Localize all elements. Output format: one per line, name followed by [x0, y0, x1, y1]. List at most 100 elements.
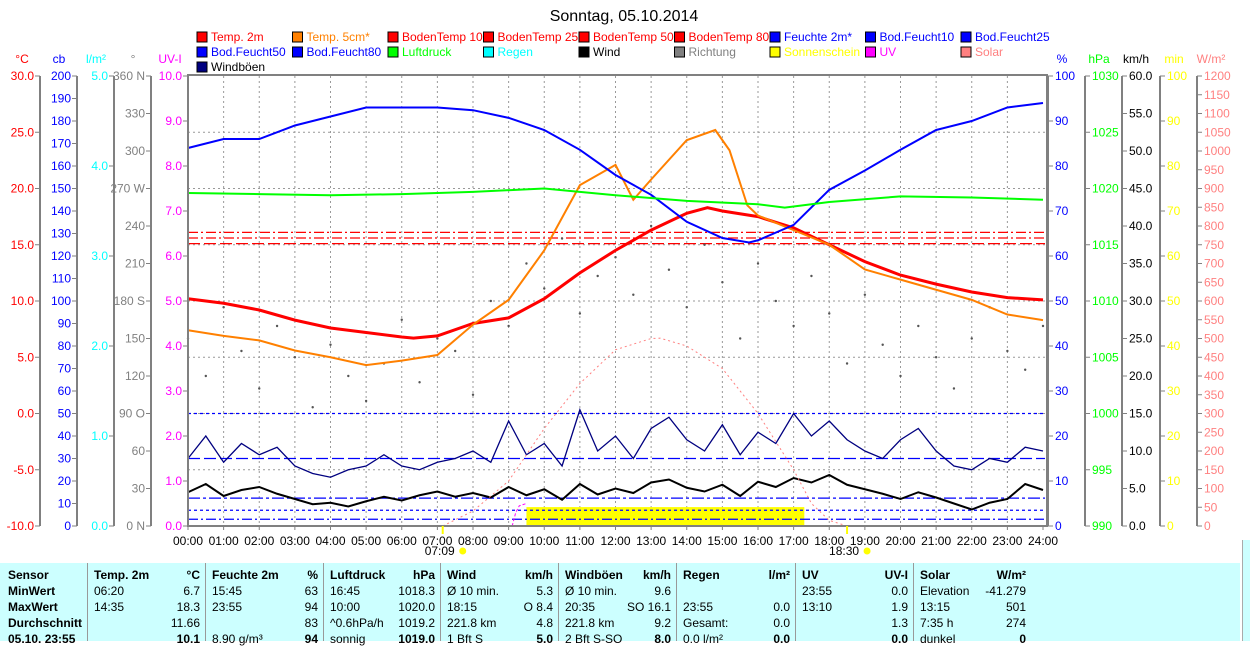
legend-item: Temp. 5cm*	[292, 30, 370, 44]
series-windboeen	[187, 407, 1044, 478]
table-cell-label: 1 Bft S	[447, 632, 484, 646]
legend-item: BodenTemp 10	[387, 30, 483, 44]
table-cell-value: hPa	[412, 568, 435, 582]
table-cell-value: km/h	[642, 568, 671, 582]
axis-tick-label: 60	[58, 384, 72, 398]
table-cell-value: 1018.3	[398, 584, 435, 598]
axis-tick-label: 70	[1055, 204, 1069, 218]
legend-item: Bod.Feucht10	[865, 30, 955, 44]
direction-dot	[436, 337, 439, 340]
table-cell-value: UV-I	[884, 568, 908, 582]
axis-tick-label: 0.0	[91, 519, 108, 533]
x-tick-label: 08:00	[458, 534, 488, 548]
legend: Temp. 2m Temp. 5cm* BodenTemp 10 BodenTemp …	[196, 30, 1050, 74]
table-cell-value: 0	[1019, 632, 1026, 646]
scrollbar[interactable]	[1242, 540, 1250, 641]
axis-tick-label: 5.0	[17, 350, 34, 364]
table-cell-label: sonnig	[330, 632, 366, 646]
legend-label: Windböen	[211, 60, 265, 74]
x-tick-label: 09:00	[494, 534, 524, 548]
x-tick-label: 16:00	[743, 534, 773, 548]
x-tick-label: 14:00	[672, 534, 702, 548]
axis-tick-label: 190	[51, 92, 71, 106]
x-axis: 00:00 01:00 02:00 03:00 04:00 05:00 06:00 07:00…	[173, 526, 1058, 558]
legend-item: Bod.Feucht25	[960, 30, 1050, 44]
axis-tick-label: 4.0	[165, 339, 182, 353]
axis-tick-label: 70	[1167, 204, 1181, 218]
legend-item: Regen	[483, 45, 533, 59]
legend-label: Wind	[593, 45, 620, 59]
axis-tick-label: 400	[1204, 369, 1224, 383]
table-cell-label: Elevation	[920, 584, 970, 598]
axis-tick-label: 1000	[1092, 407, 1119, 421]
table-column: Luftdruck hPa 16:45 1018.3 10:00 1020.0 ^0.6hP…	[323, 563, 441, 646]
axis-tick-label: 10.0	[159, 69, 183, 83]
axis-tick-label: 50	[1167, 294, 1181, 308]
plot-frame	[187, 74, 1048, 527]
table-cell-value: 94	[304, 632, 318, 646]
axis-tick-label: 70	[58, 362, 72, 376]
table-cell-label: 13:15	[920, 600, 951, 614]
table-cell-value: 10.1	[176, 632, 200, 646]
x-tick-label: 22:00	[957, 534, 987, 548]
axis-tick-label: 3.0	[91, 249, 108, 263]
direction-dot	[721, 281, 724, 284]
direction-dot	[364, 399, 368, 403]
legend-item: Luftdruck	[387, 45, 452, 59]
table-cell-value: O 8.4	[523, 600, 553, 614]
axis-tick-label: 350	[1204, 388, 1224, 402]
axis-tick-label: 995	[1092, 463, 1112, 477]
x-tick-label: 07:00	[422, 534, 452, 548]
x-tick-label: 17:00	[779, 534, 809, 548]
axis-tick-label: 20.0	[1129, 369, 1153, 383]
table-cell-value: 0.0	[891, 584, 908, 598]
series-luftdruck	[187, 187, 1044, 209]
sunshine-bar	[526, 507, 805, 526]
direction-dot	[543, 287, 546, 290]
axis-tick-label: 10	[58, 497, 72, 511]
axis-tick-label: 1025	[1092, 125, 1119, 139]
axis-tick-label: 80	[1167, 159, 1181, 173]
axis-tick-label: 90	[1167, 114, 1181, 128]
axis-tick-label: 6.0	[165, 249, 182, 263]
axis-tick-label: 80	[58, 339, 72, 353]
x-tick-label: 12:00	[600, 534, 630, 548]
table-column: UV UV-I 23:55 0.0 13:10 1.9 1.3 0.0	[795, 563, 914, 646]
table-cell-label: Durchschnitt	[8, 616, 83, 630]
axis-tick-label: 110	[52, 272, 71, 286]
axis-tick-label: 1150	[1204, 88, 1230, 102]
legend-label: Bod.Feucht80	[307, 45, 382, 59]
axis-tick-label: 990	[1092, 519, 1112, 533]
axis-tick-label: 0.0	[1129, 519, 1146, 533]
axis-tick-label: 100	[1204, 482, 1224, 496]
legend-item: BodenTemp 25	[483, 30, 579, 44]
series-wind	[187, 473, 1044, 511]
legend-label: Solar	[975, 45, 1003, 59]
series-uv	[511, 503, 527, 527]
legend-item: Solar	[960, 45, 1003, 59]
axis-tick-label: 45.0	[1129, 182, 1153, 196]
table-column: Wind km/h Ø 10 min. 5.3 18:15 O 8.4 221.8 km 4.…	[440, 563, 559, 646]
x-tick-label: 20:00	[885, 534, 915, 548]
table-cell-label: Sensor	[8, 568, 49, 582]
direction-dot	[489, 299, 493, 303]
sun-icon	[459, 547, 467, 555]
table-cell-value: 1020.0	[398, 600, 435, 614]
axis-tick-label: 180	[51, 114, 71, 128]
legend-label: Bod.Feucht25	[975, 30, 1050, 44]
table-cell-label: Luftdruck	[330, 568, 386, 582]
sunrise-label: 07:09	[425, 544, 455, 558]
axis-tick-label: 30	[1055, 384, 1069, 398]
legend-label: BodenTemp 50	[593, 30, 674, 44]
legend-label: Luftdruck	[402, 45, 452, 59]
axis-tick-label: 40.0	[1129, 219, 1153, 233]
series-solar	[442, 337, 848, 527]
axis-tick-label: 5.0	[1129, 482, 1146, 496]
direction-dot	[917, 324, 920, 328]
direction-dot	[738, 337, 742, 340]
axis-tick-label: 90	[1055, 114, 1069, 128]
table-cell-label: Gesamt:	[683, 616, 729, 630]
x-tick-label: 02:00	[244, 534, 274, 548]
axis-tick-label: 1010	[1092, 294, 1119, 308]
axis-W/m²: W/m² 0 50 100 150 200 250 300 350 400 450 500 550 600…	[1196, 52, 1231, 533]
